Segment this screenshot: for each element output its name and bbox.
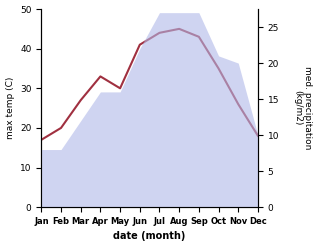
X-axis label: date (month): date (month)	[114, 231, 186, 242]
Y-axis label: max temp (C): max temp (C)	[5, 77, 15, 139]
Y-axis label: med. precipitation
(kg/m2): med. precipitation (kg/m2)	[293, 66, 313, 150]
